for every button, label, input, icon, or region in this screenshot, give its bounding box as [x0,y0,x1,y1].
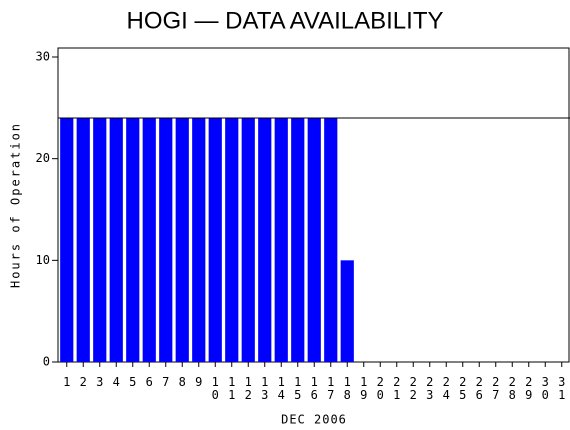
bar [76,118,90,362]
bar [274,118,288,362]
x-tick-label: 1 [63,375,70,389]
bar [307,118,321,362]
x-tick-label: 7 [162,375,169,389]
x-tick-label: 6 [146,375,153,389]
y-axis-label: Hours of Operation [9,122,23,288]
x-tick-label: 2 [80,375,87,389]
bar [109,118,123,362]
x-axis-label: DEC 2006 [281,413,347,427]
y-tick-label: 10 [36,253,50,267]
bar [340,260,354,362]
bar [159,118,173,362]
x-tick-label: 8 [179,375,186,389]
bar [258,118,272,362]
bar [324,118,338,362]
x-tick-label: 9 [195,375,202,389]
x-tick-label: 5 [129,375,136,389]
bar [241,118,255,362]
chart-title: HOGI — DATA AVAILABILITY [127,7,444,34]
y-tick-label: 20 [36,151,50,165]
bar [142,118,156,362]
bar [93,118,107,362]
bar [126,118,140,362]
x-tick-label: 3 [96,375,103,389]
y-tick-label: 30 [36,50,50,64]
bar [175,118,189,362]
y-tick-label: 0 [43,355,50,369]
bar [60,118,74,362]
bar [192,118,206,362]
x-tick-label: 4 [113,375,120,389]
bar [291,118,305,362]
bar [225,118,239,362]
bar [208,118,222,362]
